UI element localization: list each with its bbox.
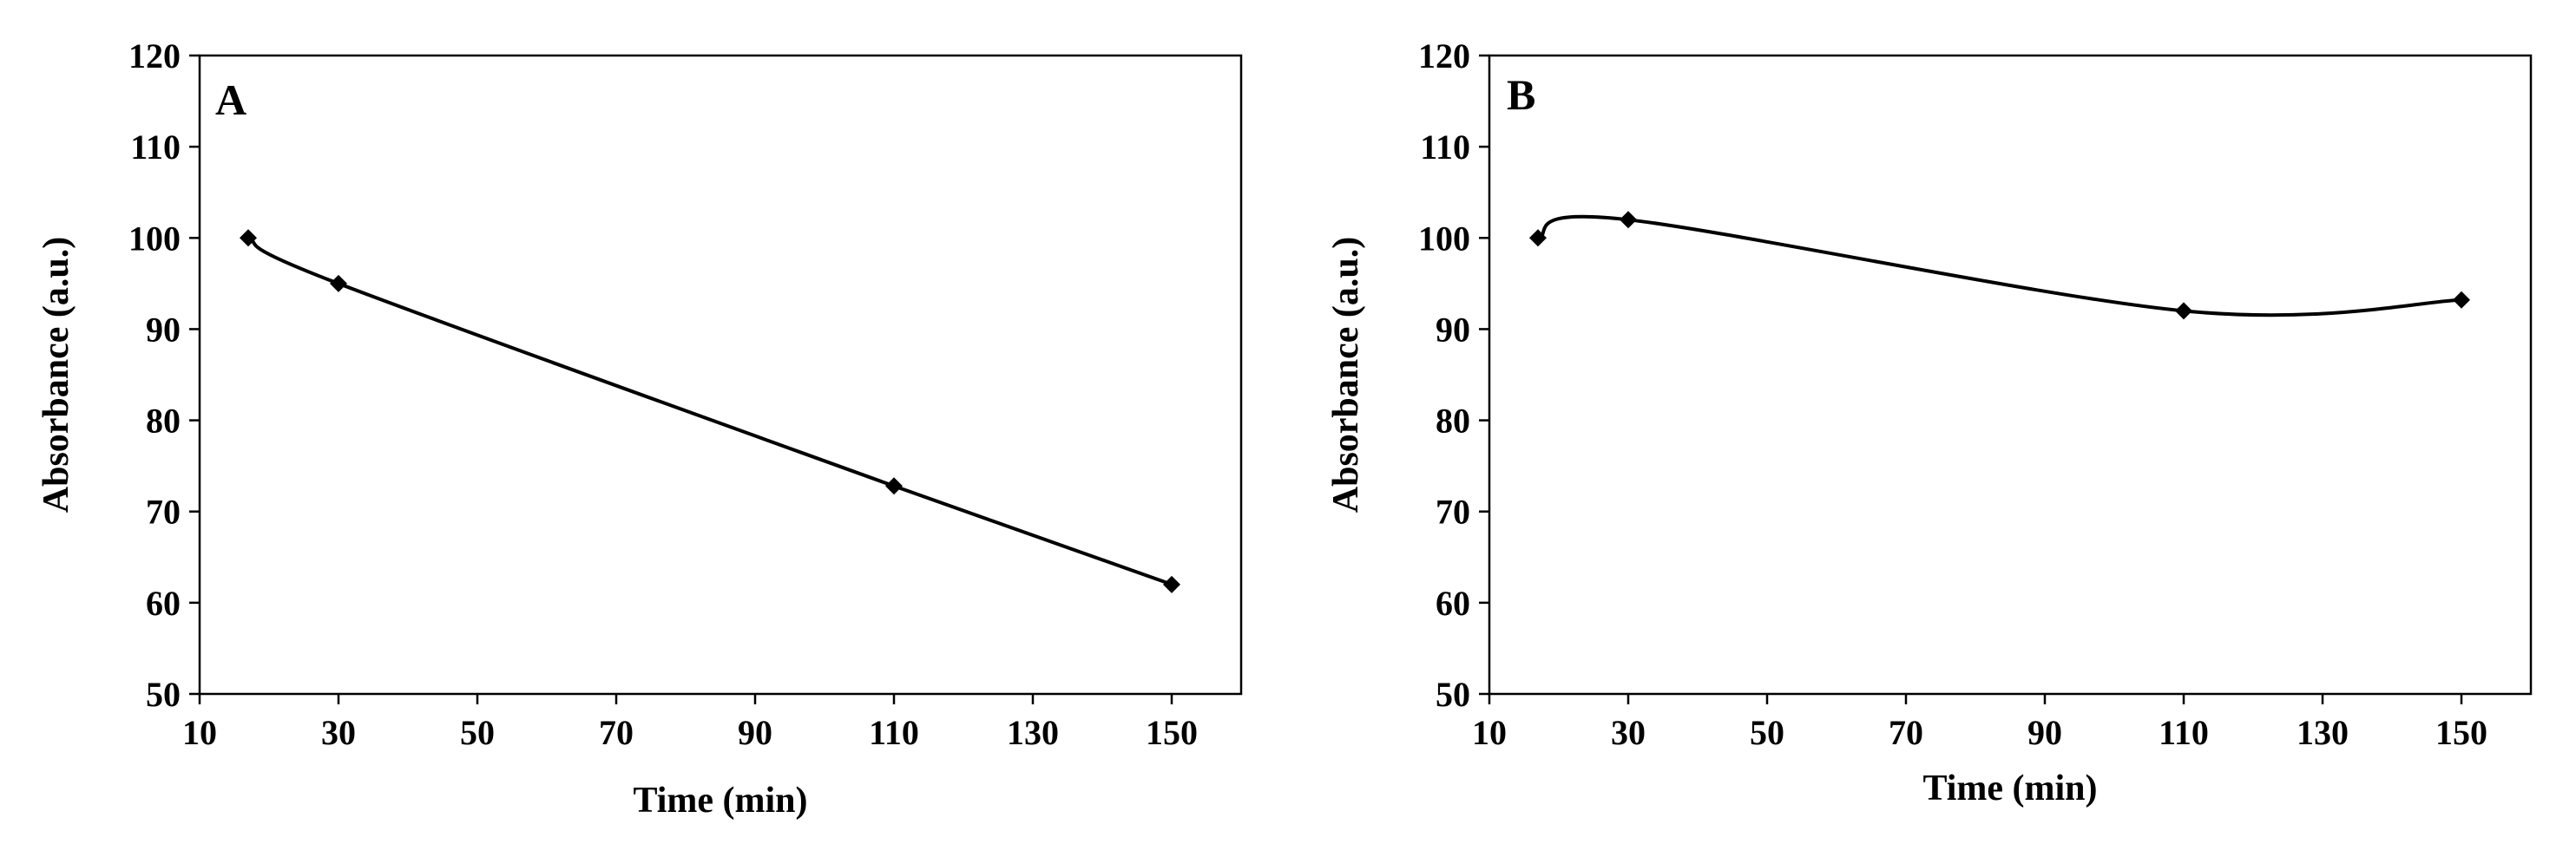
- x-tick-label: 110: [2159, 713, 2209, 752]
- y-tick-label: 100: [1418, 219, 1470, 258]
- x-axis-title: Time (min): [633, 781, 807, 821]
- data-point-marker: [2175, 302, 2192, 320]
- series-line: [1537, 214, 2462, 317]
- y-tick-label: 100: [128, 219, 181, 258]
- data-point-marker: [1163, 575, 1180, 593]
- y-tick-label: 70: [146, 493, 181, 532]
- plot-frame: [198, 54, 1243, 696]
- y-tick-label: 60: [146, 584, 181, 623]
- y-tick-label: 90: [146, 310, 181, 349]
- x-tick-label: 90: [738, 713, 772, 752]
- tick-layer: 10 30 50 70 90 110 130 150 50 60 70 80 90 100 110 120: [128, 36, 1198, 752]
- marker-layer: [1529, 211, 2470, 320]
- x-tick-label: 30: [1611, 713, 1646, 752]
- plot-frame: [1488, 54, 2533, 696]
- y-tick-label: 50: [146, 675, 181, 714]
- panel-letter: B: [1507, 70, 1535, 119]
- y-tick-label: 50: [1436, 675, 1470, 714]
- y-tick-label: 80: [146, 402, 181, 441]
- y-tick-label: 120: [128, 36, 181, 75]
- x-tick-label: 130: [2297, 713, 2349, 752]
- y-tick-label: 80: [1436, 402, 1470, 441]
- y-axis-title: Absorbance (a.u.): [1326, 237, 1366, 514]
- x-tick-label: 50: [460, 713, 495, 752]
- data-point-marker: [1620, 211, 1637, 229]
- y-tick-label: 120: [1418, 36, 1470, 75]
- data-point-marker: [1529, 229, 1547, 247]
- x-tick-label: 30: [321, 713, 356, 752]
- data-point-marker: [240, 229, 257, 247]
- x-axis-title: Time (min): [1922, 769, 2097, 808]
- x-tick-label: 70: [1889, 713, 1923, 752]
- y-tick-label: 110: [130, 128, 181, 167]
- x-tick-label: 70: [599, 713, 634, 752]
- x-tick-label: 90: [2027, 713, 2062, 752]
- series-line: [247, 236, 1173, 586]
- tick-layer: 10 30 50 70 90 110 130 150 50 60 70 80 90 100 110 120: [1418, 36, 2487, 752]
- y-axis-title: Absorbance (a.u.): [36, 237, 76, 514]
- x-tick-label: 150: [2435, 713, 2487, 752]
- data-point-marker: [2453, 291, 2470, 309]
- data-point-marker: [885, 477, 903, 495]
- x-tick-label: 110: [869, 713, 919, 752]
- chart-a-svg: A Time (min) Absorbance (a.u.) 10 30 50 70 9…: [36, 36, 1243, 821]
- x-tick-label: 10: [182, 713, 217, 752]
- y-tick-label: 110: [1420, 128, 1470, 167]
- y-tick-label: 90: [1436, 310, 1470, 349]
- y-tick-label: 60: [1436, 584, 1470, 623]
- y-tick-label: 70: [1436, 493, 1470, 532]
- panel-letter: A: [215, 75, 246, 124]
- x-tick-label: 50: [1750, 713, 1784, 752]
- chart-panel-a: A Time (min) Absorbance (a.u.) 10 30 50 70 9…: [0, 0, 1288, 840]
- chart-panel-b: B Time (min) Absorbance (a.u.) 10 30 50 70 9…: [1288, 0, 2576, 840]
- chart-b-svg: B Time (min) Absorbance (a.u.) 10 30 50 70 9…: [1326, 36, 2533, 808]
- x-tick-label: 10: [1472, 713, 1507, 752]
- x-tick-label: 150: [1146, 713, 1198, 752]
- marker-layer: [240, 229, 1180, 593]
- x-tick-label: 130: [1007, 713, 1059, 752]
- data-point-marker: [330, 274, 347, 292]
